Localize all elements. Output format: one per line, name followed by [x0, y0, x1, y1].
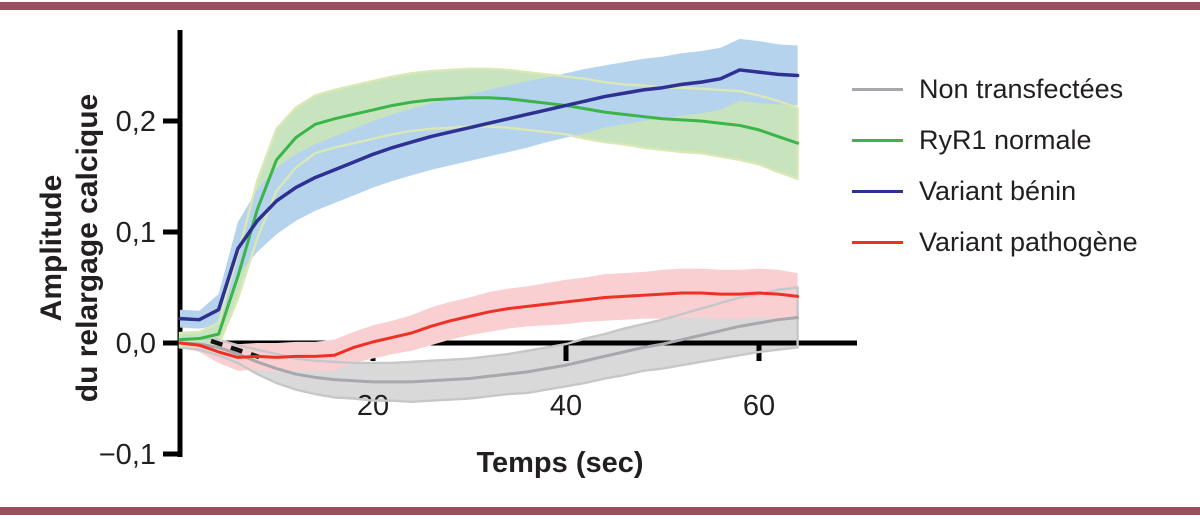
- line-ryr1-normale: [178, 96, 800, 342]
- y-tick-label: 0,1: [116, 217, 156, 249]
- legend-line-swatch-blue: [852, 190, 903, 193]
- legend-item-variant-pathogene: Variant pathogène: [852, 217, 1138, 268]
- legend-item-variant-benin: Variant bénin: [852, 166, 1138, 217]
- bottom-accent-bar: [0, 507, 1200, 515]
- band-variant-benin: [180, 38, 798, 329]
- legend: Non transfectées RyR1 normale Variant bé…: [852, 64, 1138, 268]
- legend-label: Variant bénin: [919, 176, 1077, 206]
- line-variant-benin: [178, 68, 800, 322]
- legend-label: Variant pathogène: [919, 227, 1138, 257]
- line-variant-pathogene: [178, 291, 800, 359]
- x-tick-label: 60: [743, 390, 775, 422]
- x-tick-label: 20: [357, 390, 389, 422]
- axis-crossing-dashes: [210, 338, 260, 360]
- x-tick-label: 40: [550, 390, 582, 422]
- band-edge-ryr1-normale: [178, 67, 799, 348]
- legend-label: RyR1 normale: [919, 125, 1092, 155]
- y-axis-title-line2: du relargage calcique: [71, 93, 104, 403]
- y-axis-title-line1: Amplitude: [35, 174, 68, 322]
- legend-item-non-transfectees: Non transfectées: [852, 64, 1138, 115]
- band-non-transfectees: [180, 287, 798, 402]
- legend-label: Non transfectées: [919, 74, 1124, 104]
- y-axis-title: Amplitude du relargage calcique: [34, 58, 106, 438]
- legend-line-swatch-green: [852, 139, 903, 142]
- band-edge-non-transfectees: [178, 286, 799, 404]
- line-non-transfectees: [178, 315, 800, 384]
- y-tick-label: 0,2: [116, 106, 156, 138]
- y-tick-label: −0,1: [99, 439, 156, 471]
- legend-item-ryr1-normale: RyR1 normale: [852, 115, 1138, 166]
- x-axis-title: Temps (sec): [476, 447, 644, 479]
- legend-line-swatch-red: [852, 241, 903, 244]
- top-accent-bar: [0, 2, 1200, 10]
- y-tick-label: 0,0: [116, 328, 156, 360]
- legend-line-swatch-gray: [852, 88, 903, 91]
